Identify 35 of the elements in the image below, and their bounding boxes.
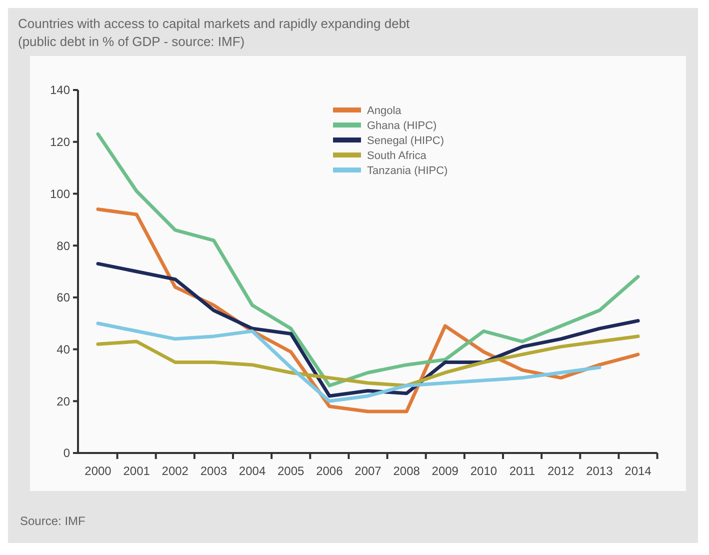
line-series xyxy=(96,334,640,388)
source-note: Source: IMF xyxy=(20,514,86,528)
legend-label: Senegal (HIPC) xyxy=(367,134,444,147)
line-series xyxy=(96,132,640,388)
chart-title: Countries with access to capital markets and rapidly expanding debt xyxy=(18,16,410,31)
x-tick-label: 2007 xyxy=(354,464,382,478)
x-tick-label: 2013 xyxy=(586,464,614,478)
x-tick-label: 2002 xyxy=(162,464,189,478)
legend-label: Angola xyxy=(367,104,402,117)
x-tick-label: 2000 xyxy=(84,464,112,478)
y-tick-label: 0 xyxy=(63,446,70,460)
y-tick-label: 40 xyxy=(56,342,70,356)
x-tick-label: 2011 xyxy=(509,464,536,478)
y-tick-label: 60 xyxy=(56,290,70,305)
x-tick-label: 2006 xyxy=(316,464,344,478)
legend-label: South Africa xyxy=(367,150,428,162)
x-tick-label: 2005 xyxy=(278,464,305,478)
y-tick-label: 20 xyxy=(56,394,70,408)
chart-subtitle: (public debt in % of GDP - source: IMF) xyxy=(18,34,245,49)
y-tick-label: 80 xyxy=(56,238,70,253)
x-tick-label: 2008 xyxy=(393,464,420,478)
line-series xyxy=(96,322,602,403)
line-series xyxy=(96,262,640,398)
x-tick-label: 2009 xyxy=(432,464,459,478)
y-tick-label: 100 xyxy=(50,186,70,201)
x-tick-label: 2014 xyxy=(624,464,652,478)
legend-label: Tanzania (HIPC) xyxy=(367,164,448,177)
x-tick-label: 2001 xyxy=(123,464,150,478)
y-tick-label: 120 xyxy=(50,135,70,150)
x-tick-label: 2004 xyxy=(238,464,266,478)
x-tick-label: 2003 xyxy=(200,464,228,478)
y-tick-label: 140 xyxy=(50,83,70,98)
x-tick-label: 2010 xyxy=(470,464,498,478)
x-tick-label: 2012 xyxy=(548,464,575,478)
legend-label: Ghana (HIPC) xyxy=(367,120,437,132)
